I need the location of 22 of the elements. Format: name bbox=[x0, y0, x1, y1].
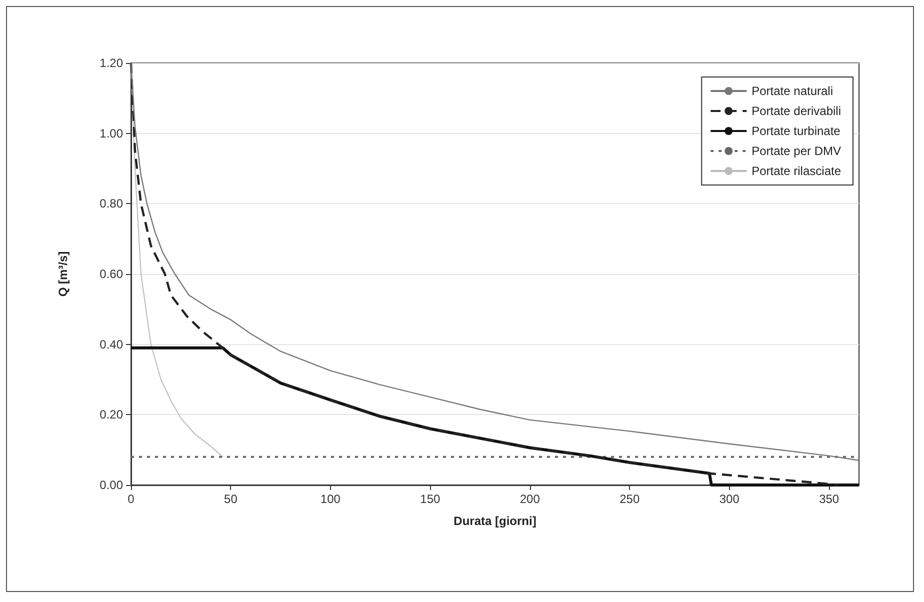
legend-label: Portate rilasciate bbox=[752, 164, 842, 178]
legend-label: Portate turbinate bbox=[752, 124, 841, 138]
y-tick-label: 1.00 bbox=[100, 126, 124, 140]
y-tick-label: 0.20 bbox=[100, 408, 124, 422]
x-axis-title: Durata [giorni] bbox=[454, 514, 536, 528]
x-tick-label: 350 bbox=[819, 492, 840, 506]
x-tick-label: 150 bbox=[420, 492, 441, 506]
y-tick-label: 0.40 bbox=[100, 337, 124, 352]
y-tick-label: 0.80 bbox=[100, 196, 124, 211]
x-tick-label: 300 bbox=[719, 492, 740, 506]
x-tick-label: 200 bbox=[520, 492, 540, 506]
legend-label: Portate derivabili bbox=[752, 104, 842, 118]
y-axis-title: Q [m³/s] bbox=[56, 251, 70, 297]
legend-label: Portate per DMV bbox=[752, 144, 841, 158]
y-tick-label: 0.60 bbox=[100, 267, 124, 281]
y-tick-label: 0.00 bbox=[100, 478, 124, 492]
x-tick-label: 250 bbox=[620, 492, 640, 506]
x-tick-label: 100 bbox=[320, 492, 341, 506]
legend-label: Portate naturali bbox=[752, 84, 834, 98]
x-tick-label: 50 bbox=[224, 492, 238, 506]
x-tick-label: 0 bbox=[128, 492, 135, 506]
y-tick-label: 1.20 bbox=[100, 56, 124, 70]
